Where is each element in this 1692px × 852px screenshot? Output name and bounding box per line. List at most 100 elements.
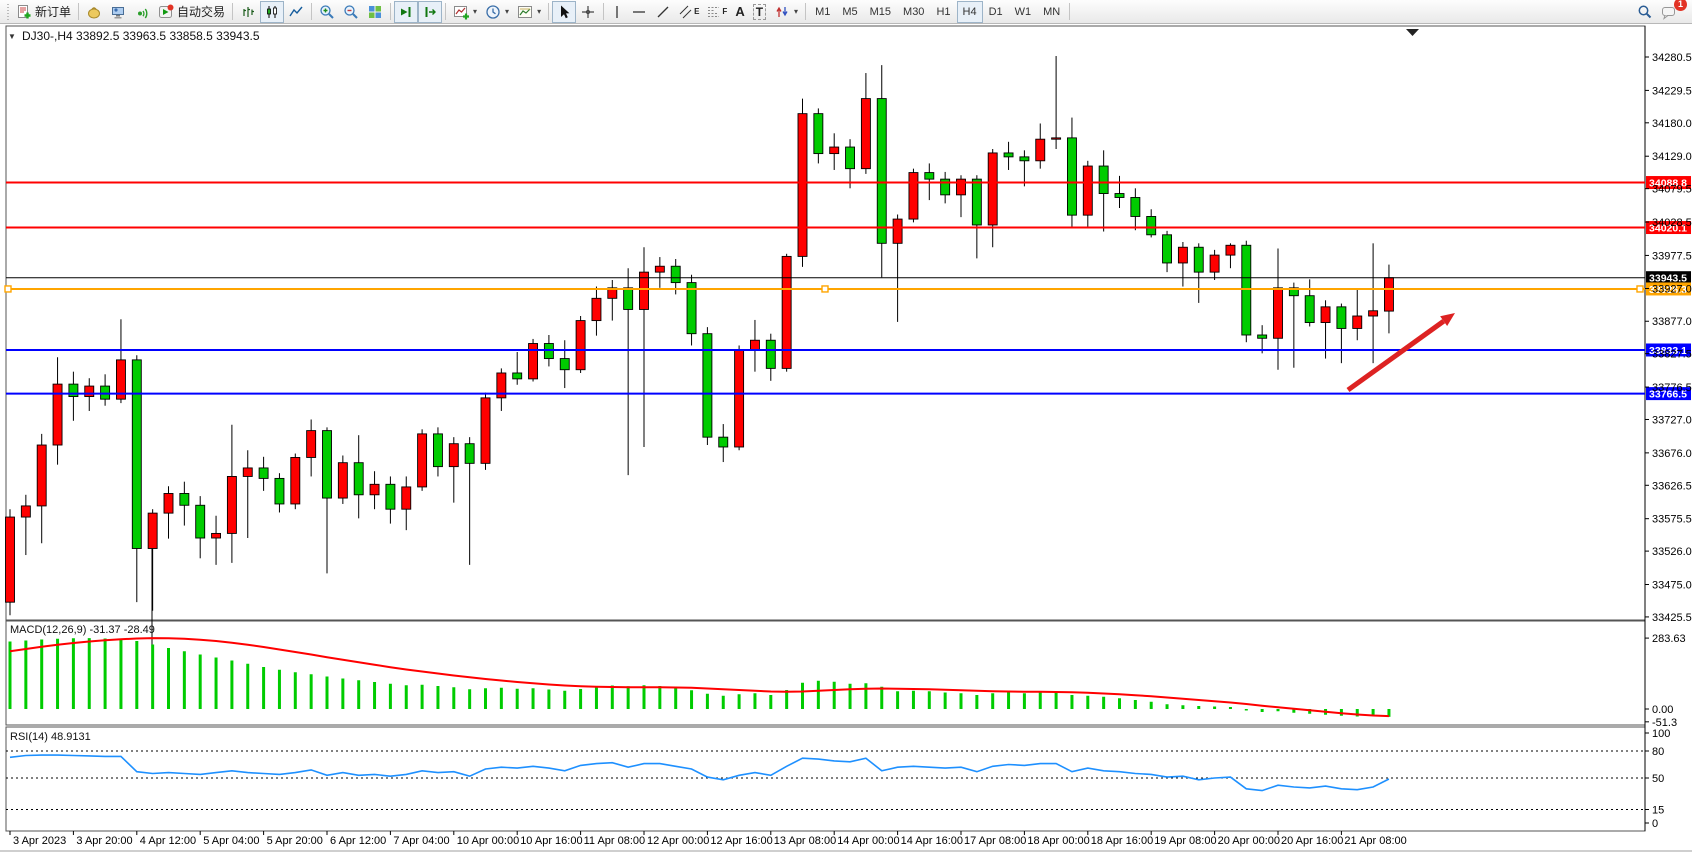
price-axis[interactable]: 34280.5 34229.5 34180.0 34129.0 34079.5 34028… [1645,52,1692,624]
candle-body [417,433,428,488]
candle-body [639,271,649,310]
indicators-button[interactable]: ▾ [449,1,481,23]
arrows-dropdown-arrow: ▾ [794,7,799,16]
macd-signal-line [9,637,1389,718]
fibonacci-icon [708,6,720,17]
broadcast-icon [138,8,148,18]
periods-button[interactable]: ▾ [481,1,513,23]
candle-body [1066,137,1077,216]
horizontal-line-button[interactable] [627,1,651,23]
time-axis-label: 18 Apr 00:00 [1027,835,1089,847]
arrow-object[interactable] [1346,313,1455,393]
timeframe-button-m15[interactable]: M15 [869,5,892,18]
text-button[interactable]: A [731,1,748,23]
candle-body [433,433,443,468]
candle-body [1051,137,1062,140]
zoom-out-button[interactable] [339,1,363,23]
macd-panel[interactable] [5,620,1646,726]
timeframe-button-h4[interactable]: H4 [956,0,983,23]
chat-bubble-icon [1662,6,1675,20]
main-panel[interactable] [5,25,1646,621]
candle-body [401,486,412,510]
vertical-line-button[interactable] [607,1,627,23]
chart-marker-triangle[interactable] [1406,29,1419,36]
time-axis-label: 14 Apr 16:00 [901,835,963,847]
periods-clock-icon [486,4,500,19]
price-tick-label: 33626.5 [1652,480,1692,492]
line-selection-handle[interactable] [4,285,12,293]
zoom-in-button[interactable] [315,1,339,23]
candle-body [242,467,253,477]
rsi-axis-label: 15 [1652,805,1664,817]
text-label-button[interactable]: T [749,1,770,23]
candle-body [559,358,570,371]
auto-trading-button[interactable]: 自动交易 [154,1,229,23]
candle-body [274,477,285,505]
cursor-button[interactable] [552,0,577,23]
candle-body [1336,306,1347,329]
market-watch-button[interactable] [82,1,106,23]
price-badge [1646,387,1691,401]
periods-dropdown-arrow: ▾ [505,7,510,16]
price-tick-label: 33977.5 [1652,250,1692,262]
rsi-panel[interactable] [5,726,1646,832]
time-axis-label: 12 Apr 16:00 [710,835,772,847]
one-click-dropdown-icon[interactable]: ▼ [8,32,16,41]
arrow-shaft[interactable] [1346,319,1446,393]
separator [78,3,80,20]
price-tick-label: 33727.0 [1652,414,1692,426]
chart-title: DJ30-,H4 33892.5 33963.5 33858.5 33943.5 [22,29,260,43]
equidistant-channel-button[interactable]: E [675,1,703,23]
line-selection-handle[interactable] [1636,285,1644,293]
separator [805,3,807,20]
candle-body [1003,152,1014,158]
tile-windows-button[interactable] [363,1,387,23]
trendline-button[interactable] [651,1,675,23]
price-tick-label: 34229.5 [1652,85,1692,97]
timeframe-button-w1[interactable]: W1 [1014,5,1032,18]
timeframe-button-d1[interactable]: D1 [988,5,1003,18]
crosshair-button[interactable] [576,1,600,23]
arrows-button[interactable]: ▾ [770,1,802,23]
line-selection-handle[interactable] [821,285,829,293]
time-axis-label: 11 Apr 08:00 [584,835,646,847]
text-label-icon: T [752,3,767,20]
auto-scroll-button[interactable] [394,0,419,23]
bar-chart-button[interactable] [236,1,260,23]
timeframe-button-m1[interactable]: M1 [815,5,831,18]
timeframe-button-h1[interactable]: H1 [936,5,951,18]
rsi-axis[interactable]: 100 80 50 150 [1645,728,1670,830]
chart-shift-button[interactable] [418,0,443,23]
candlestick-chart-button[interactable] [260,0,285,23]
arrow-head[interactable] [1440,313,1455,327]
timeframe-button-m30[interactable]: M30 [903,5,925,18]
auto-scroll-icon [401,6,411,17]
fibonacci-button[interactable]: F [703,1,731,23]
line-chart-button[interactable] [284,1,308,23]
toolbar-grip[interactable] [7,3,9,20]
chat-button[interactable]: 1 [1657,0,1687,23]
separator [1069,3,1071,20]
candle-body [1035,138,1046,162]
search-icon [1638,5,1652,18]
new-order-button[interactable]: 新订单 [12,1,75,23]
templates-icon [518,5,533,18]
search-button[interactable] [1633,1,1657,23]
time-axis[interactable]: 3 Apr 2023 3 Apr 20:00 4 Apr 12:00 5 Apr 04… [9,831,1407,847]
timeframe-button-mn[interactable]: MN [1043,5,1061,18]
rsi-level-lines [6,750,1645,810]
macd-axis[interactable]: 283.63 0.00-51.3 [1645,633,1686,729]
candle-body [1177,246,1188,264]
terminal-button[interactable] [106,1,130,23]
candle-body [369,483,380,496]
price-badge [1646,271,1691,285]
timeframe-button-m5[interactable]: M5 [842,5,858,18]
broadcast-button[interactable] [130,1,154,23]
candle-body [385,483,396,510]
candle-body [195,504,206,539]
templates-button[interactable]: ▾ [513,1,545,23]
horizontal-line-icon [633,10,646,13]
time-axis-label: 18 Apr 16:00 [1091,835,1153,847]
